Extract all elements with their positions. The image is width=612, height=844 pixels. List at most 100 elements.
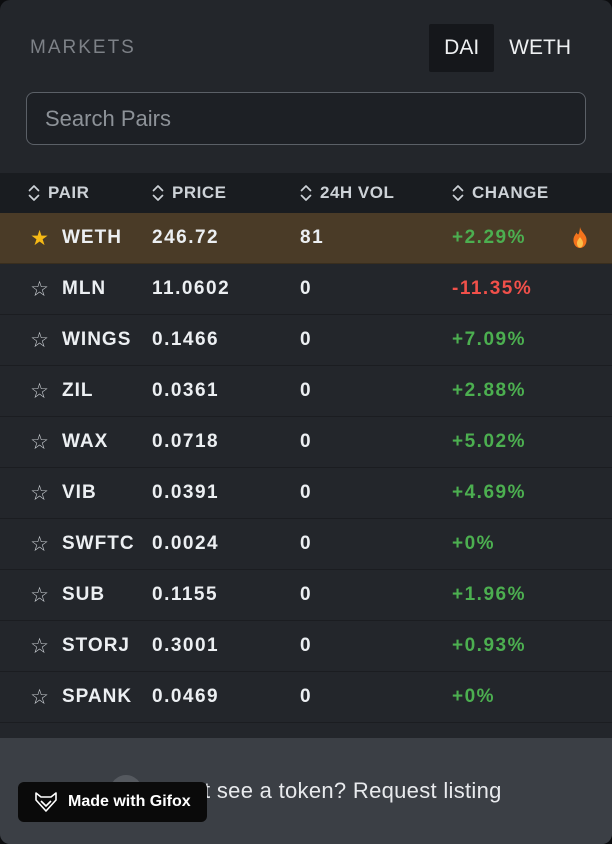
pair-price: 0.0718 [152, 431, 220, 452]
gifox-watermark: Made with Gifox [18, 782, 207, 822]
star-icon[interactable]: ☆ [30, 583, 50, 607]
pair-change: +1.96% [452, 584, 526, 605]
pair-name: SWFTC [62, 533, 135, 554]
market-row[interactable]: ☆ STORJ 0.3001 0 +0.93% [0, 621, 612, 672]
column-label-volume: 24H VOL [320, 183, 395, 202]
pair-name: STORJ [62, 635, 131, 656]
sort-icon [28, 184, 40, 202]
market-row[interactable]: ☆ WINGS 0.1466 0 +7.09% [0, 315, 612, 366]
market-row[interactable]: ★ WETH 246.72 81 +2.29% [0, 213, 612, 264]
pair-price: 0.0391 [152, 482, 220, 503]
market-row[interactable]: ☆ VIB 0.0391 0 +4.69% [0, 468, 612, 519]
watermark-label: Made with Gifox [68, 793, 191, 810]
star-icon[interactable]: ☆ [30, 634, 50, 658]
change-cell: +2.88% [452, 380, 612, 402]
pair-price: 0.0361 [152, 380, 220, 401]
column-header-price[interactable]: PRICE [152, 183, 300, 203]
pair-cell: ☆ WINGS [28, 328, 152, 352]
market-row[interactable]: ☆ WAX 0.0718 0 +5.02% [0, 417, 612, 468]
change-cell: +4.69% [452, 482, 612, 504]
search-input[interactable] [26, 92, 586, 145]
pair-volume: 0 [300, 431, 313, 452]
change-cell: -11.35% [452, 278, 612, 300]
star-icon[interactable]: ☆ [30, 379, 50, 403]
pair-name: WAX [62, 431, 109, 452]
pair-change: +0% [452, 686, 496, 707]
change-cell: +0% [452, 533, 612, 555]
pair-cell: ☆ MLN [28, 277, 152, 301]
pair-name: WINGS [62, 329, 132, 350]
pair-name: ZIL [62, 380, 94, 401]
star-icon[interactable]: ☆ [30, 481, 50, 505]
change-cell: +7.09% [452, 329, 612, 351]
pair-price: 0.0024 [152, 533, 220, 554]
tab-weth[interactable]: WETH [509, 36, 571, 59]
table-header: PAIR PRICE 24H VOL CHANGE [0, 173, 612, 213]
pair-volume: 0 [300, 380, 313, 401]
market-row[interactable]: ☆ SUB 0.1155 0 +1.96% [0, 570, 612, 621]
change-cell: +0.93% [452, 635, 612, 657]
change-cell: +1.96% [452, 584, 612, 606]
page-title: MARKETS [30, 37, 136, 58]
pair-cell: ☆ SUB [28, 583, 152, 607]
pair-change: +0.93% [452, 635, 526, 656]
pair-cell: ☆ SPANK [28, 685, 152, 709]
market-row[interactable]: ☆ SWFTC 0.0024 0 +0% [0, 519, 612, 570]
pair-price: 0.1466 [152, 329, 220, 350]
pair-volume: 0 [300, 686, 313, 707]
pair-price: 0.0469 [152, 686, 220, 707]
pair-name: WETH [62, 227, 122, 248]
pair-cell: ☆ VIB [28, 481, 152, 505]
star-filled-icon[interactable]: ★ [30, 226, 50, 250]
hot-flame-icon [570, 226, 590, 250]
pair-cell: ☆ SWFTC [28, 532, 152, 556]
change-cell: +5.02% [452, 431, 612, 453]
pair-name: VIB [62, 482, 97, 503]
pair-change: +2.88% [452, 380, 526, 401]
pair-volume: 0 [300, 533, 313, 554]
star-icon[interactable]: ☆ [30, 328, 50, 352]
search-container [0, 72, 612, 145]
star-icon[interactable]: ☆ [30, 685, 50, 709]
pair-volume: 0 [300, 482, 313, 503]
pair-change: -11.35% [452, 278, 533, 299]
column-label-pair: PAIR [48, 183, 90, 202]
pair-price: 0.3001 [152, 635, 220, 656]
star-icon[interactable]: ☆ [30, 277, 50, 301]
quote-currency-tabs: DAI WETH [429, 24, 586, 72]
pair-volume: 0 [300, 584, 313, 605]
market-row[interactable]: ☆ SPANK 0.0469 0 +0% [0, 672, 612, 723]
market-row[interactable]: ☆ MLN 11.0602 0 -11.35% [0, 264, 612, 315]
pair-change: +0% [452, 533, 496, 554]
tab-dai[interactable]: DAI [429, 24, 495, 72]
pair-price: 246.72 [152, 227, 220, 248]
pair-change: +7.09% [452, 329, 526, 350]
market-rows: ★ WETH 246.72 81 +2.29% ☆ MLN 11.0602 0 … [0, 213, 612, 774]
pair-name: SUB [62, 584, 106, 605]
top-bar: MARKETS DAI WETH [0, 0, 612, 72]
pair-volume: 0 [300, 635, 313, 656]
pair-cell: ☆ WAX [28, 430, 152, 454]
change-cell: +0% [452, 686, 612, 708]
column-header-change[interactable]: CHANGE [452, 183, 612, 203]
pair-name: SPANK [62, 686, 133, 707]
pair-name: MLN [62, 278, 107, 299]
fox-icon [35, 792, 57, 812]
column-header-volume[interactable]: 24H VOL [300, 183, 452, 203]
pair-change: +5.02% [452, 431, 526, 452]
sort-icon [300, 184, 312, 202]
pair-volume: 81 [300, 227, 325, 248]
pair-change: +4.69% [452, 482, 526, 503]
pair-volume: 0 [300, 278, 313, 299]
pair-price: 11.0602 [152, 278, 231, 299]
change-cell: +2.29% [452, 226, 612, 250]
pair-price: 0.1155 [152, 584, 219, 605]
market-row[interactable]: ☆ ZIL 0.0361 0 +2.88% [0, 366, 612, 417]
pair-change: +2.29% [452, 227, 526, 248]
star-icon[interactable]: ☆ [30, 430, 50, 454]
star-icon[interactable]: ☆ [30, 532, 50, 556]
column-label-change: CHANGE [472, 183, 549, 202]
sort-icon [452, 184, 464, 202]
column-header-pair[interactable]: PAIR [28, 183, 152, 203]
